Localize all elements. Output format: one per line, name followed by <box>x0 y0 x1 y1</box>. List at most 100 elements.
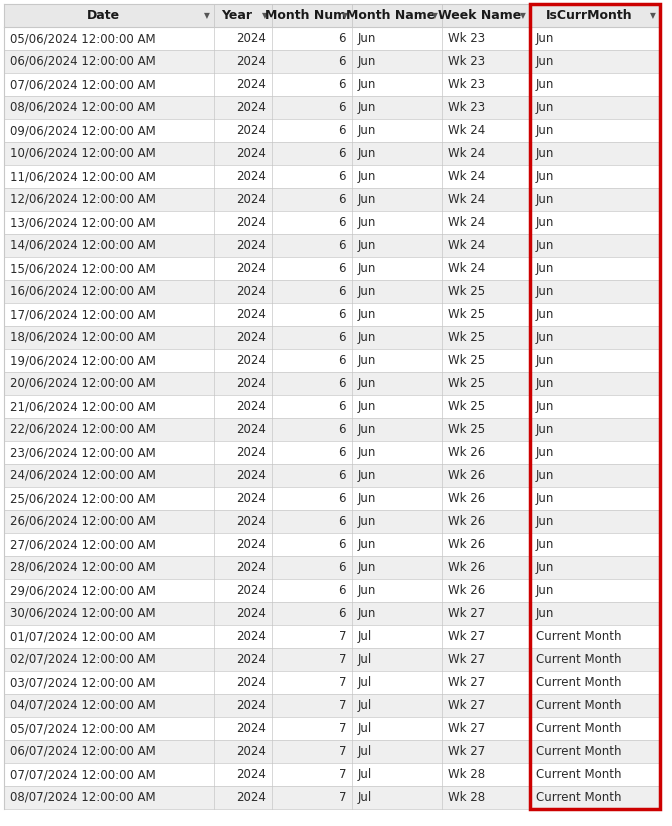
Text: Jun: Jun <box>536 446 554 459</box>
Text: Jun: Jun <box>358 492 376 505</box>
Bar <box>4 786 660 809</box>
Text: 6: 6 <box>339 101 346 114</box>
Bar <box>4 234 660 257</box>
Text: Jun: Jun <box>536 331 554 344</box>
Bar <box>4 671 660 694</box>
Text: 2024: 2024 <box>236 239 266 252</box>
Text: 2024: 2024 <box>236 262 266 275</box>
Text: 2024: 2024 <box>236 170 266 183</box>
Text: 6: 6 <box>339 262 346 275</box>
Text: Wk 25: Wk 25 <box>448 285 485 298</box>
Text: Current Month: Current Month <box>536 699 622 712</box>
Text: Wk 27: Wk 27 <box>448 676 485 689</box>
Text: Jun: Jun <box>358 170 376 183</box>
Text: Jun: Jun <box>358 331 376 344</box>
Text: Jul: Jul <box>358 676 372 689</box>
Text: 6: 6 <box>339 55 346 68</box>
Text: 6: 6 <box>339 515 346 528</box>
Text: 27/06/2024 12:00:00 AM: 27/06/2024 12:00:00 AM <box>10 538 156 551</box>
Text: 2024: 2024 <box>236 193 266 206</box>
Text: 2024: 2024 <box>236 676 266 689</box>
Text: 14/06/2024 12:00:00 AM: 14/06/2024 12:00:00 AM <box>10 239 156 252</box>
Text: 6: 6 <box>339 32 346 45</box>
Text: Jun: Jun <box>536 469 554 482</box>
Text: Jun: Jun <box>358 193 376 206</box>
Text: Jun: Jun <box>536 55 554 68</box>
Text: Jun: Jun <box>536 377 554 390</box>
Text: Jun: Jun <box>536 147 554 160</box>
Text: 6: 6 <box>339 492 346 505</box>
Text: Jun: Jun <box>536 285 554 298</box>
Text: Wk 25: Wk 25 <box>448 308 485 321</box>
Text: 06/06/2024 12:00:00 AM: 06/06/2024 12:00:00 AM <box>10 55 156 68</box>
Text: 08/06/2024 12:00:00 AM: 08/06/2024 12:00:00 AM <box>10 101 156 114</box>
Text: Jul: Jul <box>358 791 372 804</box>
Text: Jun: Jun <box>358 607 376 620</box>
Text: Jul: Jul <box>358 768 372 781</box>
Text: Jun: Jun <box>358 377 376 390</box>
Text: Current Month: Current Month <box>536 676 622 689</box>
Bar <box>4 533 660 556</box>
Bar <box>4 418 660 441</box>
Text: Jun: Jun <box>358 561 376 574</box>
Text: 6: 6 <box>339 216 346 229</box>
Bar <box>4 303 660 326</box>
Text: Wk 23: Wk 23 <box>448 55 485 68</box>
Text: Jun: Jun <box>536 607 554 620</box>
Text: 2024: 2024 <box>236 469 266 482</box>
Text: Wk 25: Wk 25 <box>448 400 485 413</box>
Text: Jun: Jun <box>358 55 376 68</box>
Text: Jul: Jul <box>358 653 372 666</box>
Text: 7: 7 <box>339 653 346 666</box>
Bar <box>4 372 660 395</box>
Text: Jun: Jun <box>536 124 554 137</box>
Text: 7: 7 <box>339 699 346 712</box>
Text: 2024: 2024 <box>236 722 266 735</box>
Text: 22/06/2024 12:00:00 AM: 22/06/2024 12:00:00 AM <box>10 423 156 436</box>
Text: Wk 23: Wk 23 <box>448 78 485 91</box>
Bar <box>4 211 660 234</box>
Bar <box>4 165 660 188</box>
Text: Jun: Jun <box>358 538 376 551</box>
Text: 21/06/2024 12:00:00 AM: 21/06/2024 12:00:00 AM <box>10 400 156 413</box>
Text: Jun: Jun <box>536 515 554 528</box>
Text: 2024: 2024 <box>236 308 266 321</box>
Text: ▼: ▼ <box>262 11 268 20</box>
Bar <box>4 556 660 579</box>
Text: Jun: Jun <box>358 423 376 436</box>
Text: Wk 26: Wk 26 <box>448 492 485 505</box>
Text: Wk 25: Wk 25 <box>448 354 485 367</box>
Text: 6: 6 <box>339 354 346 367</box>
Text: 7: 7 <box>339 722 346 735</box>
Text: 6: 6 <box>339 193 346 206</box>
Text: Jun: Jun <box>358 584 376 597</box>
Text: 2024: 2024 <box>236 331 266 344</box>
Text: Wk 25: Wk 25 <box>448 423 485 436</box>
Text: Jun: Jun <box>358 515 376 528</box>
Bar <box>4 119 660 142</box>
Text: Jun: Jun <box>358 147 376 160</box>
Bar <box>4 73 660 96</box>
Text: 2024: 2024 <box>236 561 266 574</box>
Text: 2024: 2024 <box>236 607 266 620</box>
Text: IsCurrMonth: IsCurrMonth <box>546 9 632 22</box>
Text: Current Month: Current Month <box>536 722 622 735</box>
Text: 2024: 2024 <box>236 538 266 551</box>
Text: 28/06/2024 12:00:00 AM: 28/06/2024 12:00:00 AM <box>10 561 156 574</box>
Bar <box>4 625 660 648</box>
Text: 2024: 2024 <box>236 55 266 68</box>
Text: Jun: Jun <box>358 239 376 252</box>
Bar <box>4 740 660 763</box>
Text: Wk 26: Wk 26 <box>448 538 485 551</box>
Text: 6: 6 <box>339 170 346 183</box>
Text: 2024: 2024 <box>236 745 266 758</box>
Text: 6: 6 <box>339 400 346 413</box>
Text: 2024: 2024 <box>236 32 266 45</box>
Text: Wk 23: Wk 23 <box>448 32 485 45</box>
Text: 2024: 2024 <box>236 423 266 436</box>
Text: 10/06/2024 12:00:00 AM: 10/06/2024 12:00:00 AM <box>10 147 156 160</box>
Text: Wk 24: Wk 24 <box>448 147 485 160</box>
Text: Jun: Jun <box>358 446 376 459</box>
Text: Jul: Jul <box>358 745 372 758</box>
Text: Jun: Jun <box>358 285 376 298</box>
